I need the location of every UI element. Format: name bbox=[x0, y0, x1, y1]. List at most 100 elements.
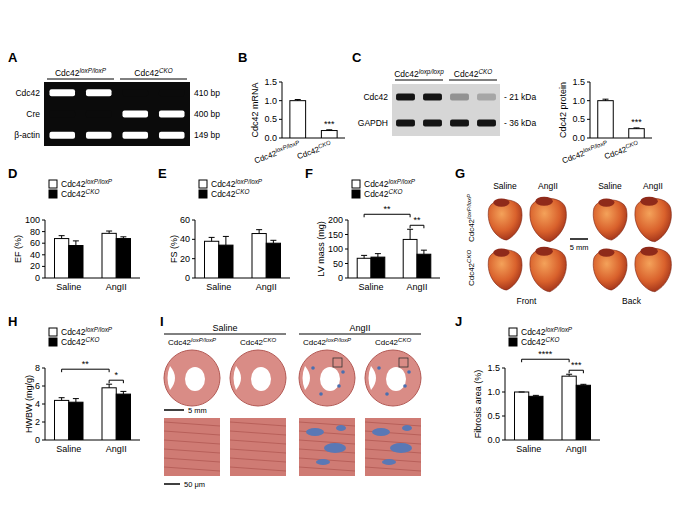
y-tick-label: 1.0 bbox=[487, 387, 500, 397]
zoom-section bbox=[299, 418, 355, 476]
legend-swatch bbox=[49, 190, 57, 198]
label-superscript: CKO bbox=[263, 337, 276, 343]
bar bbox=[562, 376, 576, 440]
fibrosis-patch bbox=[382, 459, 396, 465]
error-bar bbox=[361, 255, 367, 258]
error-bar bbox=[106, 231, 112, 233]
chart-panel: 0.00.51.01.5Cdc42 proteinCdc42loxP/loxPC… bbox=[558, 77, 652, 165]
label-base: Cdc42 bbox=[467, 262, 476, 286]
y-tick bbox=[279, 119, 282, 120]
column-header: Cdc42loxP/loxP bbox=[168, 337, 216, 347]
fibrosis-spot bbox=[311, 366, 315, 370]
y-axis-title: LV mass (mg) bbox=[316, 221, 326, 276]
bar bbox=[629, 129, 645, 138]
legend-swatch bbox=[509, 338, 517, 346]
fibrosis-spot bbox=[337, 384, 341, 388]
x-tick-label: AngII bbox=[256, 282, 277, 292]
size-label: - 21 kDa bbox=[504, 92, 536, 102]
y-tick-label: 0.5 bbox=[572, 114, 585, 124]
y-tick-label: 60 bbox=[30, 238, 40, 248]
bar bbox=[403, 239, 417, 278]
bar bbox=[417, 254, 431, 278]
lv-cavity bbox=[320, 367, 340, 391]
lane-header: Cdc42loxp/loxp bbox=[394, 68, 444, 79]
fibrosis-spot bbox=[385, 392, 389, 396]
error-bar bbox=[407, 229, 413, 239]
heart-atrium bbox=[493, 248, 509, 256]
bar bbox=[290, 101, 306, 138]
y-tick-label: 0.0 bbox=[487, 435, 500, 445]
bar bbox=[69, 402, 83, 440]
error-bar bbox=[223, 236, 229, 245]
fibrosis-spot bbox=[377, 366, 381, 370]
view-label: Front bbox=[517, 296, 537, 306]
size-label: - 36 kDa bbox=[504, 118, 536, 128]
zoom-section bbox=[230, 418, 286, 476]
error-bar bbox=[295, 100, 301, 101]
group-header: Saline bbox=[212, 323, 237, 333]
gel-panel: ACdc42loxP/loxPCdc42CKOCdc42410 bpCre400… bbox=[8, 50, 220, 146]
label-superscript: CKO bbox=[236, 188, 250, 195]
zoom-marker bbox=[399, 358, 408, 367]
legend-label: Cdc42CKO bbox=[211, 188, 249, 199]
scale-bar bbox=[570, 238, 588, 240]
significance-label: *** bbox=[324, 119, 335, 129]
legend-label: Cdc42CKO bbox=[364, 188, 402, 199]
zoom-section bbox=[164, 418, 220, 476]
lane-header: Cdc42loxP/loxP bbox=[55, 67, 107, 78]
significance-label: ** bbox=[384, 204, 392, 214]
panel-letter: J bbox=[455, 314, 462, 329]
y-axis bbox=[45, 220, 46, 278]
column-header: Saline bbox=[598, 181, 622, 191]
y-tick bbox=[279, 138, 282, 139]
header-line bbox=[395, 80, 443, 81]
y-tick bbox=[192, 278, 195, 279]
y-tick bbox=[42, 404, 45, 405]
bars bbox=[357, 229, 431, 278]
lv-cavity bbox=[185, 367, 205, 391]
fiber bbox=[230, 431, 286, 435]
band bbox=[423, 120, 442, 127]
y-tick bbox=[192, 239, 195, 240]
bar bbox=[252, 234, 266, 278]
y-tick bbox=[42, 422, 45, 423]
band bbox=[396, 120, 415, 127]
y-tick bbox=[42, 440, 45, 441]
fibrosis-patch bbox=[324, 443, 346, 453]
label-superscript: CKO bbox=[625, 139, 640, 149]
error-bar bbox=[256, 230, 262, 234]
y-tick bbox=[192, 220, 195, 221]
fiber bbox=[299, 467, 355, 471]
bars bbox=[55, 384, 131, 440]
panel-letter: I bbox=[160, 314, 164, 329]
column-header: Cdc42CKO bbox=[240, 337, 276, 347]
x-tick-label: Saline bbox=[516, 444, 541, 454]
x-tick-label: Saline bbox=[206, 282, 231, 292]
fiber bbox=[164, 449, 220, 453]
y-tick bbox=[502, 392, 505, 393]
error-bar bbox=[120, 391, 126, 394]
column-header: AngII bbox=[643, 181, 663, 191]
band bbox=[49, 132, 75, 139]
row-label: Cdc42CKO bbox=[466, 250, 476, 286]
panel-letter: A bbox=[8, 50, 18, 65]
heart-section bbox=[299, 350, 355, 406]
bar bbox=[55, 400, 69, 440]
y-tick bbox=[502, 416, 505, 417]
heart-atrium bbox=[493, 198, 509, 206]
y-tick bbox=[587, 82, 590, 83]
y-tick-label: 0.5 bbox=[487, 411, 500, 421]
y-tick-label: 8 bbox=[35, 363, 40, 373]
scale-label: 5 mm bbox=[570, 243, 589, 252]
error-bar bbox=[603, 99, 609, 100]
bars bbox=[598, 99, 645, 138]
fibrosis-patch bbox=[372, 428, 390, 436]
label-superscript: loxP/loxP bbox=[86, 178, 113, 185]
error-bar bbox=[59, 398, 65, 401]
panel-letter: D bbox=[8, 166, 17, 181]
fiber bbox=[230, 422, 286, 426]
bars bbox=[55, 231, 131, 278]
label-base: Cdc42 bbox=[55, 68, 80, 78]
band bbox=[86, 132, 112, 139]
significance-label: **** bbox=[538, 349, 553, 359]
